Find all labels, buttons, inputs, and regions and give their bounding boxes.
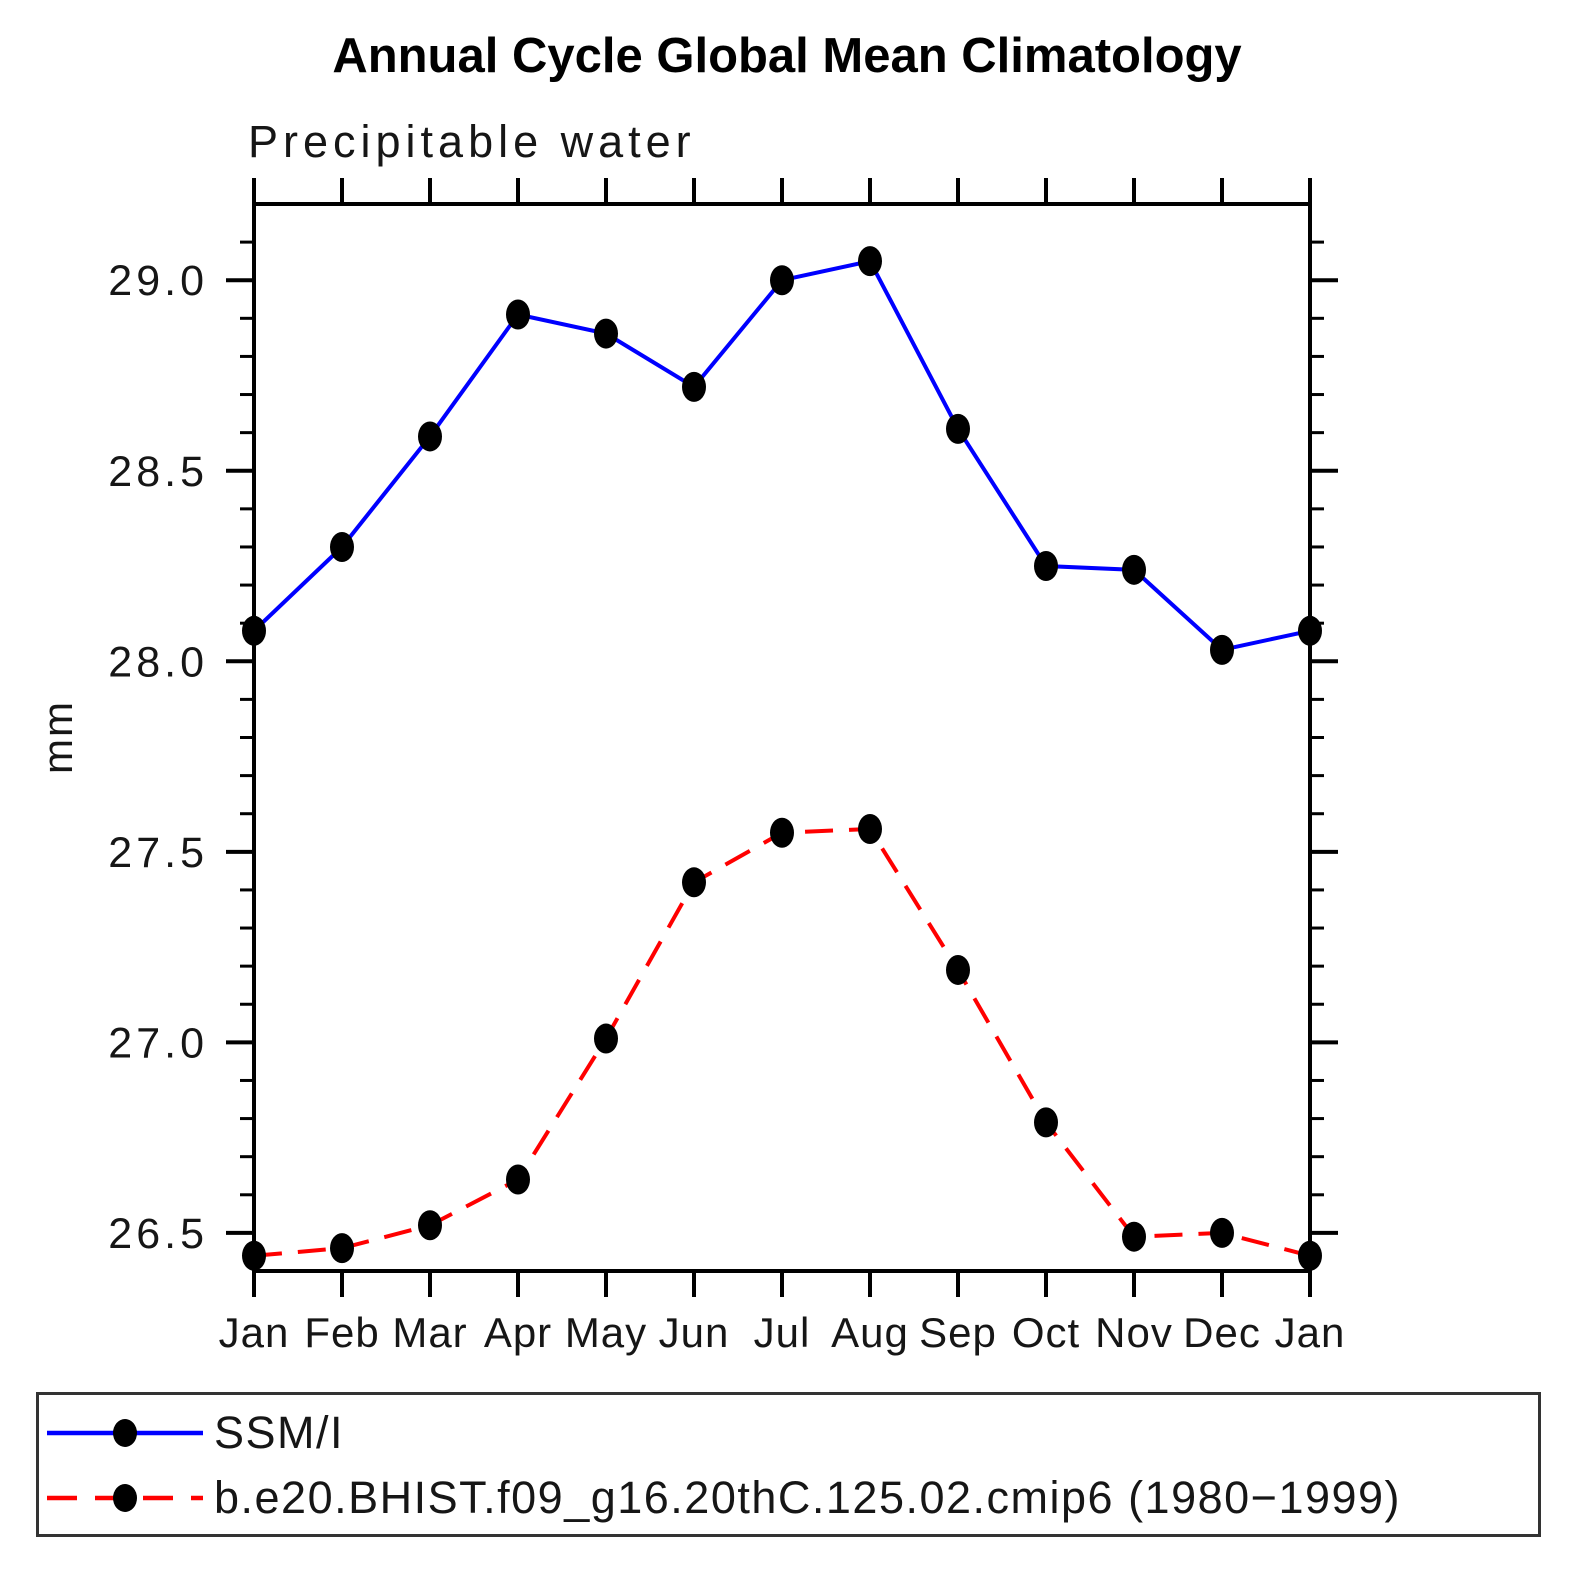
data-point-marker-series-0 [682, 371, 706, 402]
data-point-marker-series-1 [506, 1164, 530, 1195]
data-point-marker-series-1 [418, 1210, 442, 1241]
data-point-marker-series-1 [1210, 1217, 1234, 1248]
x-axis-tick-label: Sep [919, 1309, 997, 1356]
x-axis-tick-label: Dec [1183, 1309, 1261, 1356]
data-point-marker-series-0 [242, 615, 266, 646]
data-point-marker-series-1 [858, 813, 882, 844]
series-line-0 [252, 258, 1311, 653]
x-axis-tick-label: Feb [304, 1309, 379, 1356]
x-axis-tick-label: Jan [1275, 1309, 1346, 1356]
y-axis-tick-label: 28.0 [108, 638, 208, 686]
data-point-marker-series-0 [330, 531, 354, 562]
x-axis-tick-label: Aug [831, 1309, 909, 1356]
legend-label: b.e20.BHIST.f09_g16.20thC.125.02.cmip6 (… [214, 1472, 1402, 1523]
plot-frame [252, 202, 1312, 1273]
x-axis-tick-label: Mar [392, 1309, 467, 1356]
legend-sample-marker [113, 1419, 137, 1447]
data-point-marker-series-1 [594, 1023, 618, 1054]
data-point-marker-series-0 [594, 318, 618, 349]
y-axis-tick-label: 26.5 [108, 1210, 208, 1258]
series-line-1 [253, 826, 1311, 1258]
x-axis-tick-label: May [565, 1309, 647, 1356]
legend-label: SSM/I [214, 1407, 345, 1458]
legend-entry-1: b.e20.BHIST.f09_g16.20thC.125.02.cmip6 (… [43, 1472, 1401, 1523]
y-axis-tick-label: 29.0 [108, 257, 208, 305]
data-point-marker-series-1 [330, 1233, 354, 1264]
legend-entry-0: SSM/I [43, 1407, 344, 1458]
x-axis-tick-label: Oct [1012, 1309, 1080, 1356]
data-point-marker-series-1 [1298, 1240, 1322, 1271]
data-point-marker-series-1 [1122, 1221, 1146, 1252]
data-point-marker-series-1 [682, 867, 706, 898]
legend-box: SSM/I b.e20.BHIST.f09_g16.20thC.125.02.cm… [36, 1392, 1541, 1537]
chart-subtitle: Precipitable water [248, 116, 696, 167]
data-point-marker-series-1 [1034, 1107, 1058, 1138]
data-point-marker-series-0 [770, 265, 794, 296]
x-axis-tick-label: Jul [754, 1309, 811, 1356]
legend-sample-marker [113, 1484, 137, 1512]
chart-title: Annual Cycle Global Mean Climatology [332, 29, 1242, 83]
y-axis-tick-label: 27.0 [108, 1019, 208, 1067]
y-axis-tick-label: 28.5 [108, 448, 208, 496]
legend-line-sample [47, 1419, 203, 1447]
data-point-marker-series-0 [418, 421, 442, 452]
data-point-marker-series-0 [858, 246, 882, 277]
x-axis-tick-label: Jan [219, 1309, 290, 1356]
y-axis-tick-label: 27.5 [108, 829, 208, 877]
data-point-marker-series-0 [1298, 615, 1322, 646]
data-point-marker-series-0 [1122, 554, 1146, 585]
data-point-marker-series-0 [946, 413, 970, 444]
legend-line-sample [47, 1484, 203, 1512]
data-point-marker-series-1 [242, 1240, 266, 1271]
data-point-marker-series-0 [506, 299, 530, 330]
x-axis-tick-label: Apr [484, 1309, 552, 1356]
data-point-marker-series-0 [1034, 551, 1058, 582]
data-point-marker-series-1 [946, 954, 970, 985]
data-point-marker-series-0 [1210, 634, 1234, 665]
x-axis-tick-label: Jun [659, 1309, 730, 1356]
x-axis-tick-label: Nov [1095, 1309, 1173, 1356]
data-point-marker-series-1 [770, 817, 794, 848]
